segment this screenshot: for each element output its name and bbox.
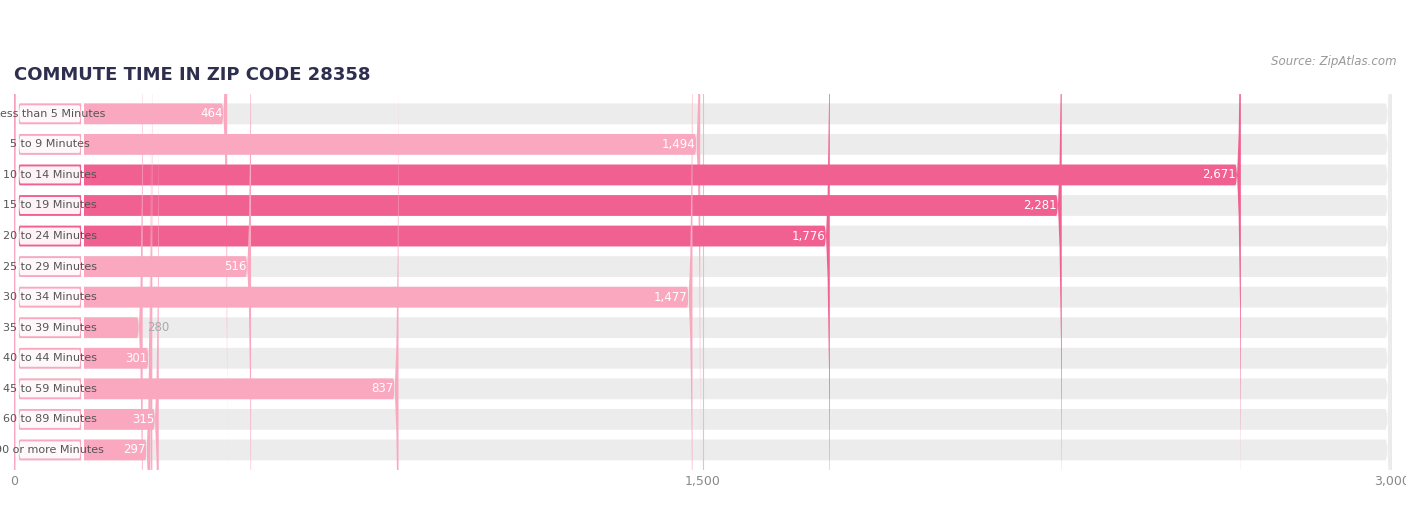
- Text: 35 to 39 Minutes: 35 to 39 Minutes: [3, 323, 97, 333]
- Text: 315: 315: [132, 413, 155, 426]
- FancyBboxPatch shape: [15, 0, 84, 503]
- FancyBboxPatch shape: [15, 0, 84, 472]
- Text: 45 to 59 Minutes: 45 to 59 Minutes: [3, 384, 97, 394]
- Text: 5 to 9 Minutes: 5 to 9 Minutes: [10, 139, 90, 149]
- FancyBboxPatch shape: [14, 0, 1392, 522]
- Text: 1,477: 1,477: [654, 291, 688, 304]
- FancyBboxPatch shape: [14, 2, 152, 522]
- Text: 516: 516: [224, 260, 246, 273]
- FancyBboxPatch shape: [14, 0, 1392, 522]
- FancyBboxPatch shape: [14, 32, 1392, 522]
- FancyBboxPatch shape: [14, 0, 1392, 522]
- Text: 60 to 89 Minutes: 60 to 89 Minutes: [3, 414, 97, 424]
- FancyBboxPatch shape: [14, 0, 252, 522]
- Text: 90 or more Minutes: 90 or more Minutes: [0, 445, 104, 455]
- FancyBboxPatch shape: [15, 0, 84, 522]
- FancyBboxPatch shape: [14, 0, 1392, 522]
- FancyBboxPatch shape: [15, 0, 84, 442]
- FancyBboxPatch shape: [14, 0, 1392, 522]
- Text: 40 to 44 Minutes: 40 to 44 Minutes: [3, 353, 97, 363]
- FancyBboxPatch shape: [14, 0, 700, 501]
- FancyBboxPatch shape: [14, 0, 1392, 522]
- FancyBboxPatch shape: [14, 0, 692, 522]
- FancyBboxPatch shape: [15, 0, 84, 522]
- Text: 1,494: 1,494: [662, 138, 696, 151]
- FancyBboxPatch shape: [14, 0, 1392, 522]
- FancyBboxPatch shape: [15, 61, 84, 522]
- FancyBboxPatch shape: [14, 0, 142, 522]
- Text: 15 to 19 Minutes: 15 to 19 Minutes: [3, 200, 97, 210]
- FancyBboxPatch shape: [14, 0, 1392, 522]
- Text: 20 to 24 Minutes: 20 to 24 Minutes: [3, 231, 97, 241]
- Text: Source: ZipAtlas.com: Source: ZipAtlas.com: [1271, 55, 1396, 68]
- Text: 25 to 29 Minutes: 25 to 29 Minutes: [3, 262, 97, 271]
- FancyBboxPatch shape: [15, 92, 84, 522]
- FancyBboxPatch shape: [15, 31, 84, 522]
- FancyBboxPatch shape: [14, 0, 1241, 522]
- Text: 30 to 34 Minutes: 30 to 34 Minutes: [3, 292, 97, 302]
- Text: 301: 301: [125, 352, 148, 365]
- FancyBboxPatch shape: [15, 122, 84, 522]
- FancyBboxPatch shape: [14, 0, 1062, 522]
- FancyBboxPatch shape: [14, 0, 1392, 522]
- Text: 464: 464: [200, 108, 222, 121]
- FancyBboxPatch shape: [14, 93, 150, 522]
- FancyBboxPatch shape: [15, 153, 84, 522]
- FancyBboxPatch shape: [14, 2, 1392, 522]
- FancyBboxPatch shape: [14, 32, 398, 522]
- Text: 837: 837: [371, 382, 394, 395]
- FancyBboxPatch shape: [15, 0, 84, 411]
- Text: 2,671: 2,671: [1202, 169, 1236, 182]
- Text: COMMUTE TIME IN ZIP CODE 28358: COMMUTE TIME IN ZIP CODE 28358: [14, 66, 371, 84]
- Text: 2,281: 2,281: [1024, 199, 1057, 212]
- Text: Less than 5 Minutes: Less than 5 Minutes: [0, 109, 105, 119]
- FancyBboxPatch shape: [14, 0, 1392, 522]
- FancyBboxPatch shape: [14, 63, 159, 522]
- FancyBboxPatch shape: [14, 0, 228, 470]
- FancyBboxPatch shape: [15, 0, 84, 522]
- Text: 280: 280: [148, 321, 170, 334]
- Text: 1,776: 1,776: [792, 230, 825, 243]
- Text: 297: 297: [124, 443, 146, 456]
- Text: 10 to 14 Minutes: 10 to 14 Minutes: [3, 170, 97, 180]
- FancyBboxPatch shape: [14, 0, 830, 522]
